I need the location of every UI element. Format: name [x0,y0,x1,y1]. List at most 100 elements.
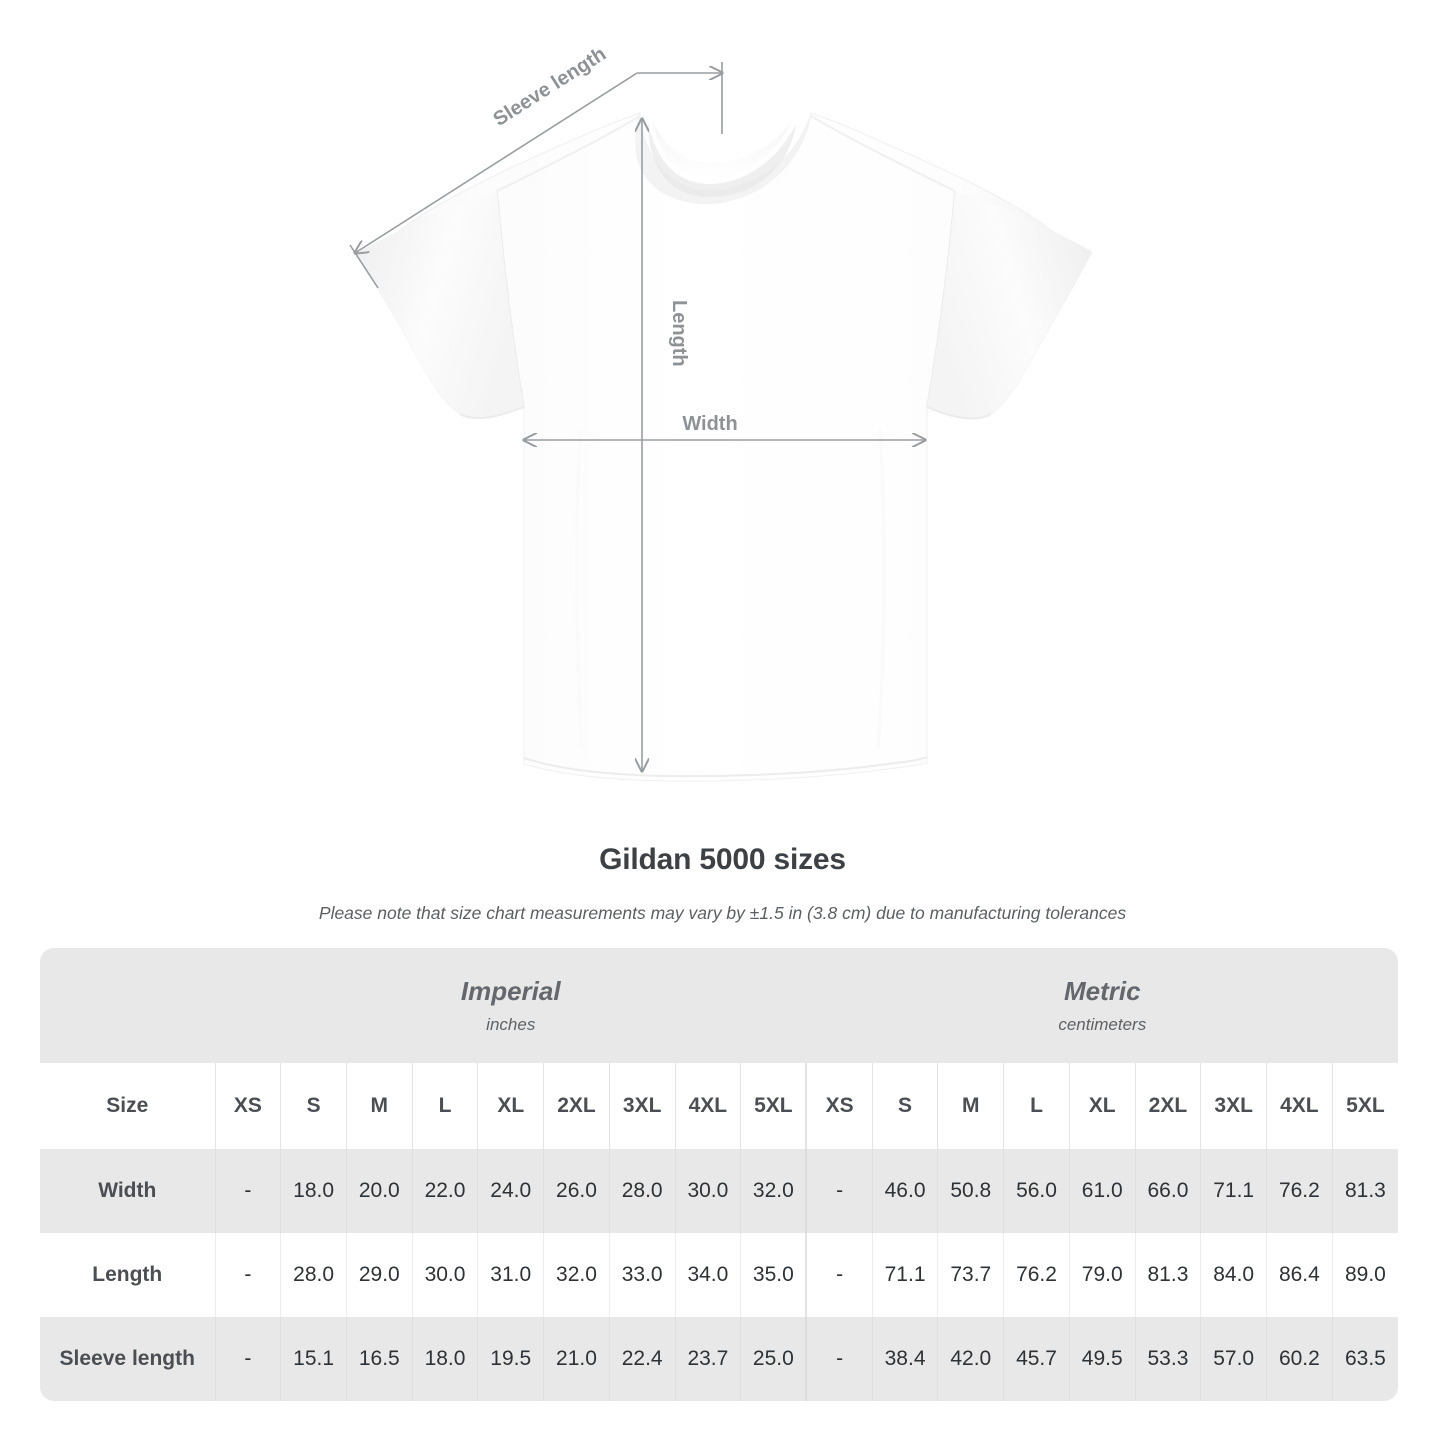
size-header-metric-3xl: 3XL [1200,1063,1267,1149]
cell-sleeve-imperial-xs: - [214,1317,281,1401]
cell-width-metric-xs: - [805,1149,873,1233]
cell-width-imperial-4xl: 30.0 [674,1149,741,1233]
cell-length-imperial-m: 29.0 [345,1233,413,1317]
cell-width-imperial-5xl: 32.0 [740,1149,807,1233]
fold-left [575,429,584,751]
sleeve-hem-right [926,406,992,420]
size-table-container: Imperial inches Metric centimeters Size … [40,948,1398,1401]
cell-width-metric-l: 56.0 [1003,1149,1070,1233]
cell-width-metric-m: 50.8 [937,1149,1004,1233]
cell-sleeve-imperial-4xl: 23.7 [674,1317,741,1401]
unit-imperial-sub: inches [486,1014,536,1034]
cell-width-imperial-l: 22.0 [411,1149,478,1233]
cell-sleeve-metric-s: 38.4 [871,1317,938,1401]
cell-sleeve-metric-5xl: 63.5 [1331,1317,1398,1401]
bottom-hem [523,756,928,778]
cell-width-metric-3xl: 71.1 [1200,1149,1267,1233]
size-header-imperial-3xl: 3XL [608,1063,676,1149]
cell-sleeve-metric-xl: 49.5 [1068,1317,1136,1401]
width-label: Width [682,413,737,435]
size-header-metric-xl: XL [1068,1063,1136,1149]
cell-length-metric-4xl: 86.4 [1266,1233,1333,1317]
collar-inner-shadow [648,122,796,198]
cell-width-metric-s: 46.0 [871,1149,938,1233]
cell-width-imperial-3xl: 28.0 [608,1149,676,1233]
tshirt-illustration: Sleeve length Length Width [349,43,1093,782]
unit-metric-name: Metric [1063,975,1141,1006]
fold-right [876,429,886,751]
table-row: Width - 18.0 20.0 22.0 24.0 26.0 28.0 30… [40,1149,1398,1233]
cell-length-imperial-xs: - [214,1233,281,1317]
cell-length-metric-xs: - [805,1233,873,1317]
size-header-metric-4xl: 4XL [1266,1063,1333,1149]
unit-metric-sub: centimeters [1058,1014,1147,1034]
cell-width-imperial-xl: 24.0 [477,1149,544,1233]
size-header-metric-5xl: 5XL [1331,1063,1398,1149]
size-header-metric-xs: XS [805,1063,873,1149]
size-header-imperial-2xl: 2XL [543,1063,610,1149]
armhole-seam-right [926,190,956,408]
size-header-imperial-s: S [280,1063,347,1149]
size-header-imperial-l: L [411,1063,478,1149]
size-header-imperial-xs: XS [214,1063,281,1149]
sleeve-length-arrow [355,72,638,253]
size-header-metric-s: S [871,1063,938,1149]
sleeve-hem-left [459,406,525,420]
sleeve-left [357,191,524,419]
size-header-imperial-4xl: 4XL [674,1063,741,1149]
cell-sleeve-metric-2xl: 53.3 [1134,1317,1201,1401]
unit-banner-row: Imperial inches Metric centimeters [40,948,1398,1063]
table-row: Sleeve length - 15.1 16.5 18.0 19.5 21.0… [40,1317,1398,1401]
cell-width-metric-2xl: 66.0 [1134,1149,1201,1233]
cell-sleeve-metric-xs: - [805,1317,873,1401]
page-title: Gildan 5000 sizes [599,843,846,876]
cell-length-metric-s: 71.1 [871,1233,938,1317]
cell-width-imperial-2xl: 26.0 [543,1149,610,1233]
row-label-width: Width [40,1149,215,1233]
sleeve-hem-tick [349,244,379,289]
size-header-imperial-xl: XL [477,1063,544,1149]
sleeve-right [927,191,1092,419]
cell-width-imperial-s: 18.0 [280,1149,347,1233]
cell-length-metric-2xl: 81.3 [1134,1233,1201,1317]
row-label-length: Length [40,1233,215,1317]
cell-sleeve-imperial-m: 16.5 [345,1317,413,1401]
cell-sleeve-metric-4xl: 60.2 [1266,1317,1333,1401]
cell-length-imperial-s: 28.0 [280,1233,347,1317]
size-header-row: Size XS S M L XL 2XL 3XL 4XL 5XL XS S M … [40,1063,1398,1149]
unit-banner-spacer [40,948,215,1063]
shoulder-seam-left [496,115,641,192]
cell-length-imperial-2xl: 32.0 [543,1233,610,1317]
cell-sleeve-metric-m: 42.0 [937,1317,1004,1401]
cell-sleeve-imperial-3xl: 22.4 [608,1317,676,1401]
size-header-metric-m: M [937,1063,1004,1149]
size-table: Imperial inches Metric centimeters Size … [40,948,1398,1401]
size-header-imperial-5xl: 5XL [740,1063,807,1149]
size-header-imperial-m: M [345,1063,413,1149]
armhole-seam-left [496,190,525,408]
cell-width-metric-5xl: 81.3 [1331,1149,1398,1233]
cell-sleeve-imperial-xl: 19.5 [477,1317,544,1401]
cell-sleeve-metric-3xl: 57.0 [1200,1317,1267,1401]
cell-length-metric-xl: 79.0 [1068,1233,1136,1317]
size-header-metric-2xl: 2XL [1134,1063,1201,1149]
cell-sleeve-imperial-l: 18.0 [411,1317,478,1401]
collar [635,113,811,204]
cell-sleeve-imperial-s: 15.1 [280,1317,347,1401]
cell-length-metric-5xl: 89.0 [1331,1233,1398,1317]
unit-imperial: Imperial inches [215,948,807,1063]
cell-width-metric-xl: 61.0 [1068,1149,1136,1233]
size-header-label: Size [40,1063,215,1149]
shoulder-seam-right [810,115,956,192]
cell-length-metric-m: 73.7 [937,1233,1004,1317]
table-row: Length - 28.0 29.0 30.0 31.0 32.0 33.0 3… [40,1233,1398,1317]
cell-length-imperial-5xl: 35.0 [740,1233,807,1317]
cell-length-imperial-4xl: 34.0 [674,1233,741,1317]
tolerance-note: Please note that size chart measurements… [318,903,1127,923]
cell-width-imperial-xs: - [214,1149,281,1233]
cell-length-imperial-l: 30.0 [411,1233,478,1317]
cell-length-metric-l: 76.2 [1003,1233,1070,1317]
cell-length-metric-3xl: 84.0 [1200,1233,1267,1317]
unit-metric: Metric centimeters [806,948,1398,1063]
